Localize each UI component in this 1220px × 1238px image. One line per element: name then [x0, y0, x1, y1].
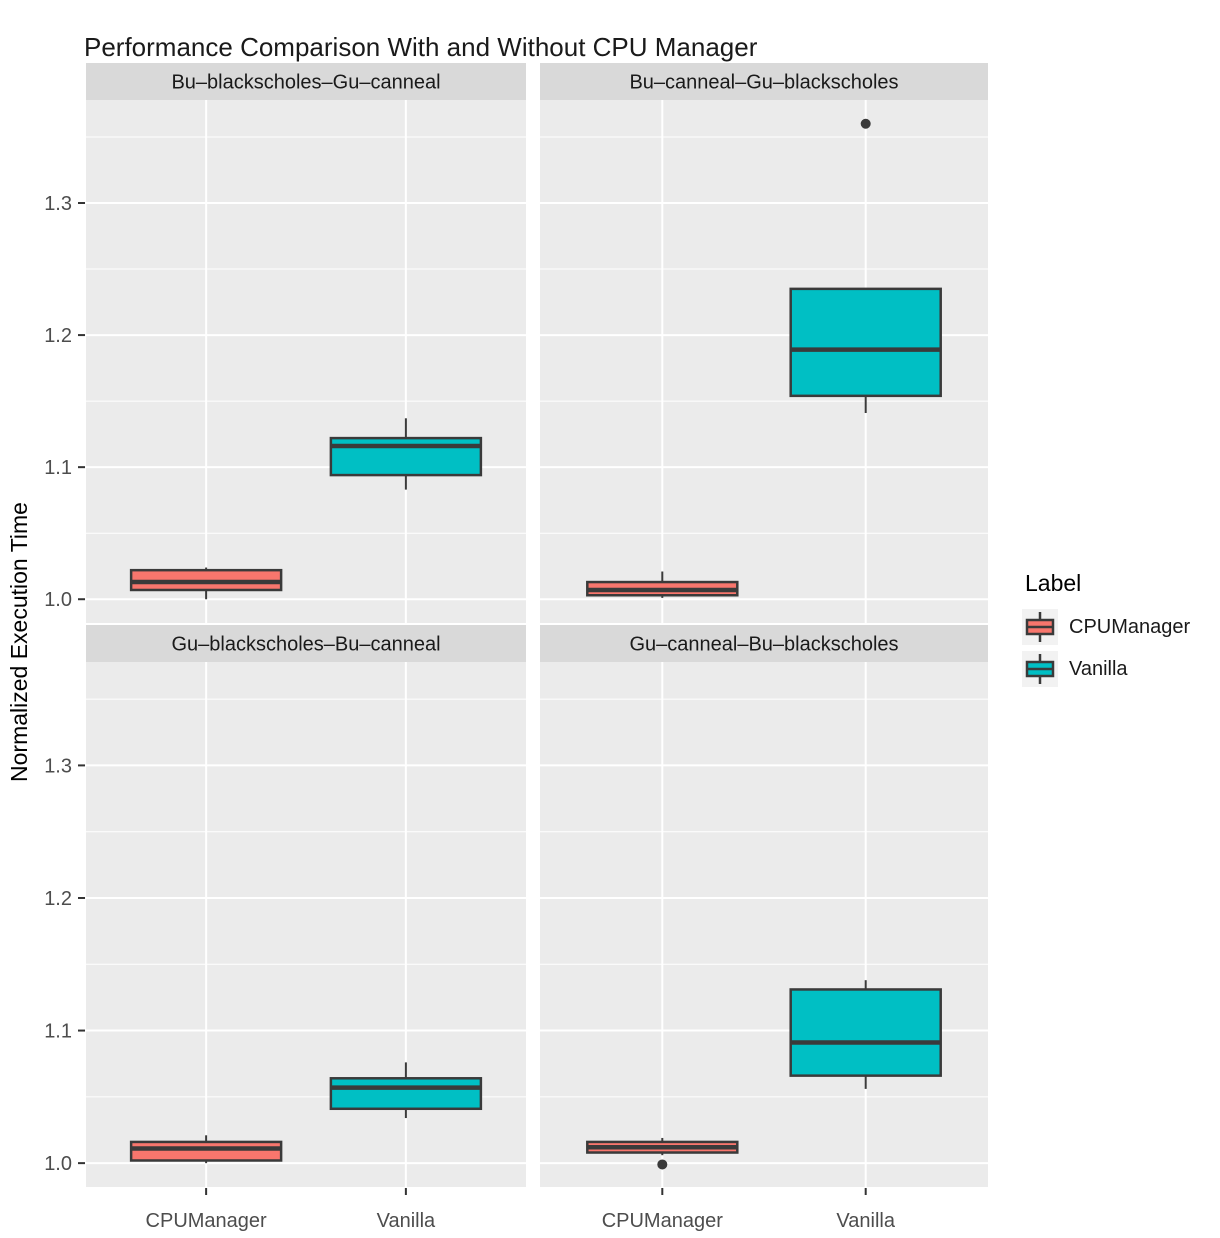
boxplot-outlier-point: [860, 118, 871, 129]
facet-strip: [540, 625, 988, 662]
legend-item-cpumanager: CPUManager: [1022, 609, 1190, 645]
y-axis-tick-label: 1.0: [44, 589, 72, 611]
y-axis-tick-label: 1.1: [44, 1021, 72, 1043]
x-axis-tick-label: CPUManager: [146, 1210, 268, 1232]
facet-strip: [540, 63, 988, 100]
legend-item-vanilla: Vanilla: [1022, 651, 1190, 687]
legend-key-boxplot-glyph: [1022, 651, 1058, 687]
y-axis-tick-label: 1.2: [44, 325, 72, 347]
facet-strip-label: Bu–canneal–Gu–blackscholes: [629, 72, 898, 94]
boxplot-box-cpumanager: [129, 1140, 283, 1162]
facet-strip-label: Bu–blackscholes–Gu–canneal: [171, 72, 440, 94]
boxplot-box-vanilla: [329, 1077, 483, 1111]
legend-label: CPUManager: [1069, 615, 1191, 638]
panel-background: [86, 100, 526, 623]
boxplot-box-vanilla: [329, 436, 483, 477]
boxplot-outlier-point: [657, 1159, 668, 1170]
y-axis-tick-label: 1.0: [44, 1153, 72, 1175]
facet-strip-label: Gu–blackscholes–Bu–canneal: [171, 634, 440, 656]
y-axis-tick-label: 1.3: [44, 193, 72, 215]
legend: Label CPUManager Vanilla: [1022, 570, 1190, 693]
y-axis-tick-label: 1.2: [44, 888, 72, 910]
panel-background: [540, 662, 988, 1187]
facet-strip-label: Gu–canneal–Bu–blackscholes: [629, 634, 898, 656]
y-axis-tick-label: 1.3: [44, 755, 72, 777]
x-axis-tick-label: CPUManager: [602, 1210, 724, 1232]
facet-strip: [86, 625, 526, 662]
y-axis-tick-label: 1.1: [44, 457, 72, 479]
legend-label: Vanilla: [1069, 657, 1128, 680]
facet-strip: [86, 63, 526, 100]
legend-key-boxplot-glyph: [1022, 609, 1058, 645]
x-axis-tick-label: Vanilla: [836, 1210, 895, 1232]
boxplot-box-vanilla: [789, 287, 942, 398]
legend-title: Label: [1025, 570, 1082, 596]
x-axis-tick-label: Vanilla: [377, 1210, 436, 1232]
boxplot-box-vanilla: [789, 988, 942, 1077]
chart-title: Performance Comparison With and Without …: [84, 32, 758, 62]
